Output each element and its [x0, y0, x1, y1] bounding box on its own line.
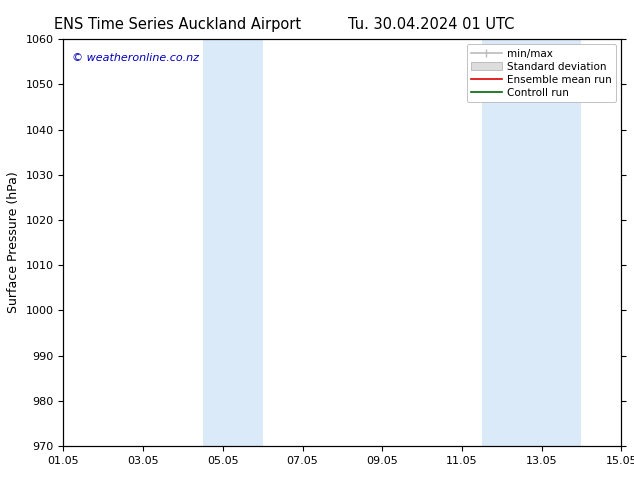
- Text: ENS Time Series Auckland Airport: ENS Time Series Auckland Airport: [54, 17, 301, 32]
- Y-axis label: Surface Pressure (hPa): Surface Pressure (hPa): [7, 172, 20, 314]
- Bar: [203, 39, 262, 446]
- Text: Tu. 30.04.2024 01 UTC: Tu. 30.04.2024 01 UTC: [348, 17, 514, 32]
- Text: © weatheronline.co.nz: © weatheronline.co.nz: [72, 53, 199, 63]
- Bar: [482, 39, 581, 446]
- Legend: min/max, Standard deviation, Ensemble mean run, Controll run: min/max, Standard deviation, Ensemble me…: [467, 45, 616, 102]
